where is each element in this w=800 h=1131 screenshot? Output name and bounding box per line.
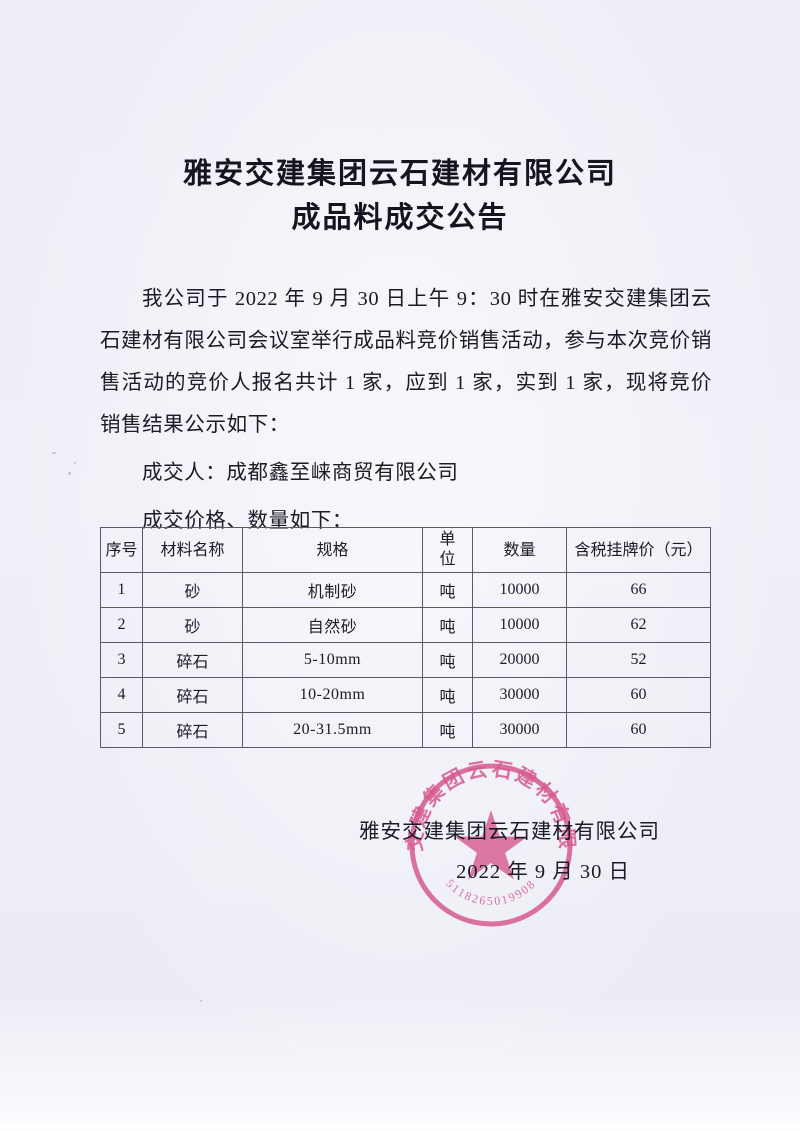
column-header-spec: 规格 — [242, 527, 423, 573]
goods-table-wrapper: 序号 材料名称 规格 单 位 数量 含税挂牌价（元） 1 砂 机制砂 吨 — [100, 527, 711, 748]
column-header-price: 含税挂牌价（元） — [566, 527, 711, 573]
table-row: 2 砂 自然砂 吨 10000 62 — [100, 607, 711, 643]
column-header-unit: 单 位 — [422, 527, 473, 573]
paragraph-intro: 我公司于 2022 年 9 月 30 日上午 9：30 时在雅安交建集团云石建材… — [100, 288, 712, 436]
cell-name: 碎石 — [142, 677, 243, 713]
cell-spec: 5-10mm — [242, 642, 423, 678]
cell-qty: 20000 — [472, 642, 567, 678]
cell-spec: 20-31.5mm — [242, 712, 423, 748]
table-header-row: 序号 材料名称 规格 单 位 数量 含税挂牌价（元） — [100, 527, 711, 573]
cell-unit: 吨 — [422, 712, 473, 748]
cell-no: 5 — [100, 712, 143, 748]
cell-unit: 吨 — [422, 677, 473, 713]
paragraph-winner: 成交人：成都鑫至崃商贸有限公司 — [142, 462, 459, 484]
cell-price: 62 — [566, 607, 711, 643]
cell-spec: 自然砂 — [242, 607, 423, 643]
page-title: 雅安交建集团云石建材有限公司 成品料成交公告 — [0, 152, 800, 240]
title-line-subject: 成品料成交公告 — [291, 202, 509, 234]
cell-no: 2 — [100, 607, 143, 643]
signature-block: 雅安交建集团云石建材有限公司 2022 年 9 月 30 日 — [0, 812, 660, 892]
cell-no: 3 — [100, 642, 143, 678]
column-header-unit-char-1: 单 — [439, 531, 456, 548]
table-row: 4 碎石 10-20mm 吨 30000 60 — [100, 677, 711, 713]
cell-spec: 机制砂 — [242, 572, 423, 608]
cell-unit: 吨 — [422, 642, 473, 678]
cell-name: 碎石 — [142, 642, 243, 678]
column-header-qty: 数量 — [472, 527, 567, 573]
cell-name: 砂 — [142, 572, 243, 608]
body-text: 我公司于 2022 年 9 月 30 日上午 9：30 时在雅安交建集团云石建材… — [100, 278, 712, 542]
goods-table: 序号 材料名称 规格 单 位 数量 含税挂牌价（元） 1 砂 机制砂 吨 — [100, 527, 711, 748]
cell-qty: 10000 — [472, 607, 567, 643]
paragraph-table-lead: 成交价格、数量如下： — [142, 510, 353, 532]
table-body: 1 砂 机制砂 吨 10000 66 2 砂 自然砂 吨 10000 62 3 — [100, 572, 711, 748]
cell-name: 碎石 — [142, 712, 243, 748]
signature-date: 2022 年 9 月 30 日 — [456, 861, 630, 883]
column-header-name: 材料名称 — [142, 527, 243, 573]
cell-unit: 吨 — [422, 607, 473, 643]
cell-price: 60 — [566, 712, 711, 748]
column-header-no: 序号 — [100, 527, 143, 573]
cell-price: 66 — [566, 572, 711, 608]
cell-no: 4 — [100, 677, 143, 713]
table-row: 3 碎石 5-10mm 吨 20000 52 — [100, 642, 711, 678]
signature-company: 雅安交建集团云石建材有限公司 — [359, 821, 660, 843]
title-line-company: 雅安交建集团云石建材有限公司 — [182, 158, 617, 190]
cell-spec: 10-20mm — [242, 677, 423, 713]
cell-qty: 10000 — [472, 572, 567, 608]
cell-qty: 30000 — [472, 712, 567, 748]
cell-qty: 30000 — [472, 677, 567, 713]
cell-no: 1 — [100, 572, 143, 608]
table-row: 1 砂 机制砂 吨 10000 66 — [100, 572, 711, 608]
cell-name: 砂 — [142, 607, 243, 643]
cell-price: 60 — [566, 677, 711, 713]
cell-price: 52 — [566, 642, 711, 678]
cell-unit: 吨 — [422, 572, 473, 608]
column-header-unit-char-2: 位 — [439, 551, 456, 568]
table-row: 5 碎石 20-31.5mm 吨 30000 60 — [100, 712, 711, 748]
